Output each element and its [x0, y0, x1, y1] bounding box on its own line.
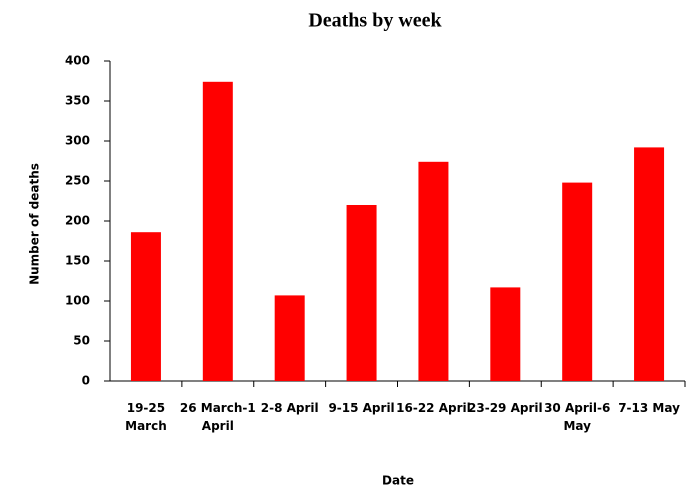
- y-tick-label: 350: [65, 94, 90, 108]
- y-axis-label: Number of deaths: [28, 163, 42, 285]
- x-axis-label: Date: [382, 474, 414, 488]
- y-tick-label: 0: [82, 374, 90, 388]
- y-tick-label: 100: [65, 294, 90, 308]
- bar: [130, 232, 161, 381]
- x-tick-label: 7-13 May: [618, 401, 680, 415]
- bar: [634, 147, 665, 381]
- y-tick-label: 50: [73, 334, 90, 348]
- y-tick-label: 200: [65, 214, 90, 228]
- bar: [346, 205, 377, 381]
- x-tick-label: 19-25 March: [125, 401, 167, 433]
- x-tick-label: 2-8 April: [260, 401, 319, 415]
- x-tick-label: 9-15 April: [328, 401, 395, 415]
- x-tick-label: 23-29 April: [468, 401, 543, 415]
- chart-title: Deaths by week: [308, 10, 442, 32]
- bar: [490, 287, 521, 381]
- x-tick-label: 16-22 April: [396, 401, 471, 415]
- y-tick-label: 400: [65, 54, 90, 68]
- bar: [202, 81, 233, 382]
- x-tick-label: 26 March-1 April: [179, 401, 256, 433]
- bar: [562, 182, 593, 381]
- bar: [274, 295, 305, 381]
- y-tick-label: 250: [65, 174, 90, 188]
- x-tick-label: 30 April-6 May: [544, 401, 611, 433]
- bar: [418, 161, 449, 381]
- y-tick-label: 150: [65, 254, 90, 268]
- y-tick-label: 300: [65, 134, 90, 148]
